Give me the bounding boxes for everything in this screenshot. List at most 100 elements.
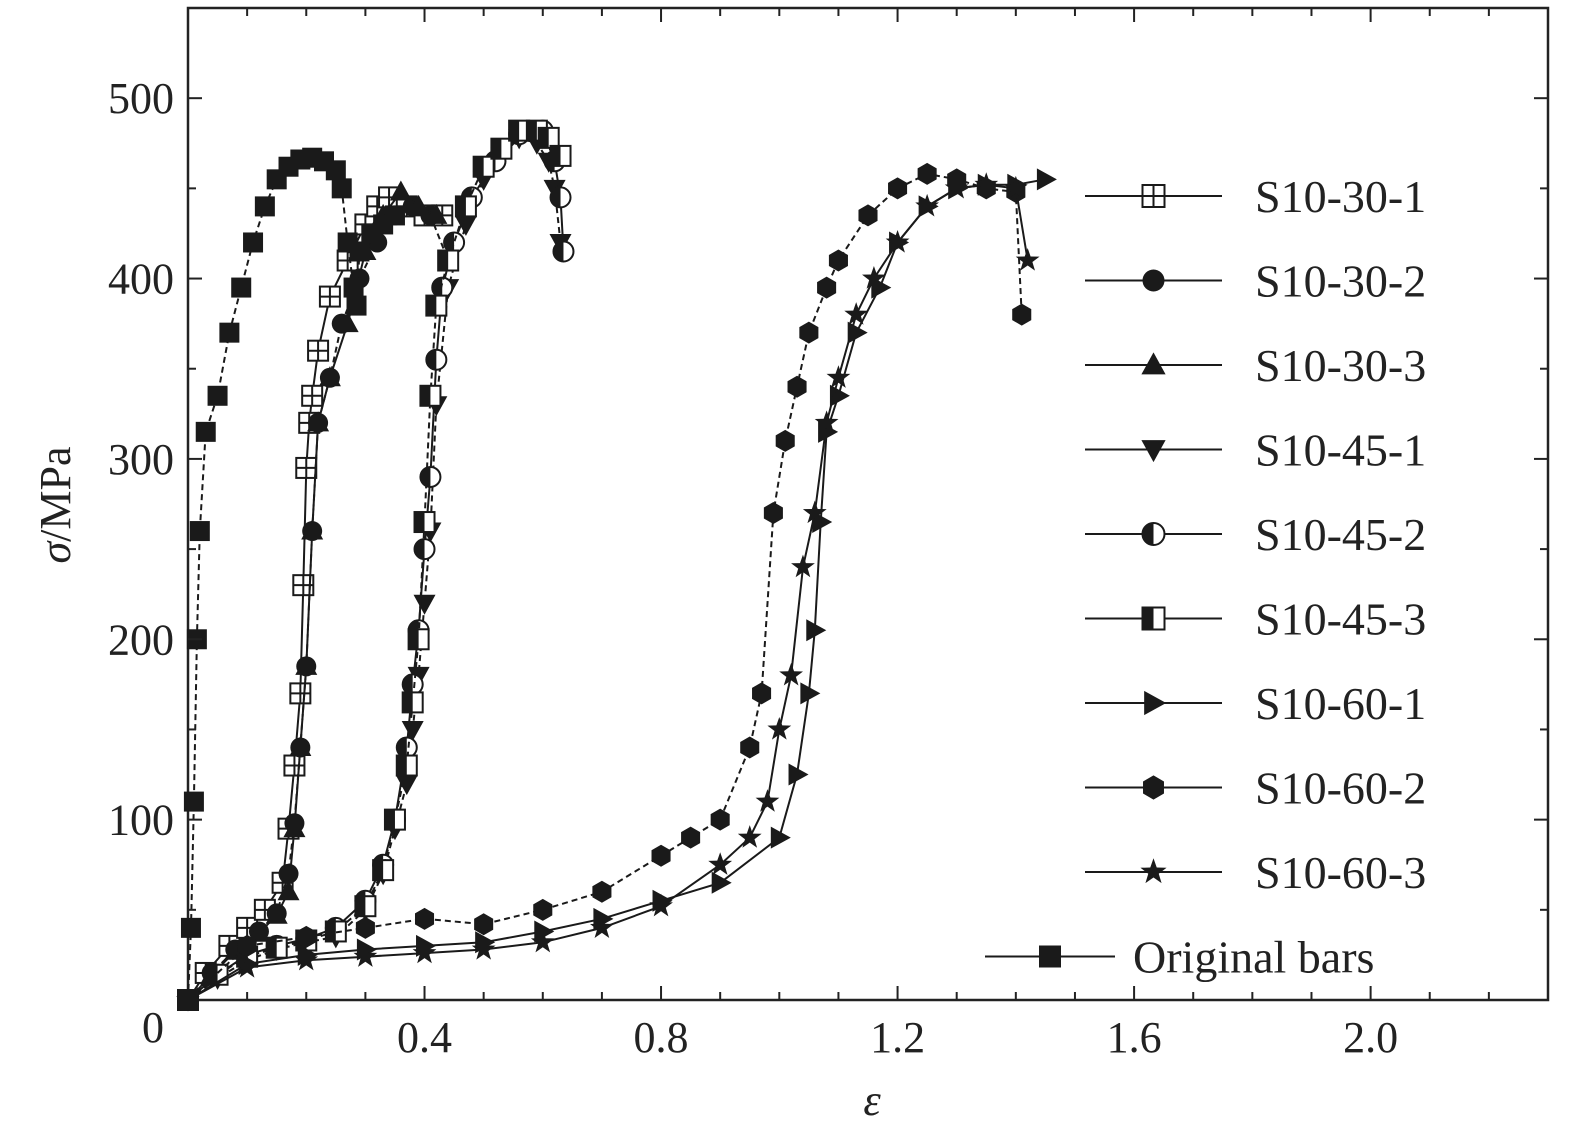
data-point bbox=[858, 204, 878, 227]
y-tick-label: 400 bbox=[108, 255, 174, 304]
data-point bbox=[817, 276, 837, 299]
data-point bbox=[490, 137, 513, 160]
data-point bbox=[372, 859, 395, 882]
data-point bbox=[862, 266, 886, 289]
data-point bbox=[395, 736, 418, 759]
data-point bbox=[944, 175, 969, 199]
data-point bbox=[788, 763, 809, 786]
legend-item: S10-45-3 bbox=[1085, 594, 1426, 645]
data-point bbox=[437, 249, 460, 272]
data-point bbox=[231, 277, 252, 298]
data-point bbox=[431, 276, 454, 299]
plot-border bbox=[186, 6, 1550, 1002]
data-point bbox=[336, 312, 359, 333]
data-point bbox=[292, 574, 315, 597]
data-point bbox=[534, 920, 555, 943]
data-point bbox=[289, 735, 312, 756]
y-tick-label: 200 bbox=[108, 615, 174, 664]
series-S10-30-1 bbox=[177, 186, 454, 1011]
data-point bbox=[740, 736, 760, 759]
data-point bbox=[346, 295, 367, 316]
data-point bbox=[278, 863, 299, 884]
origin-label: 0 bbox=[142, 1003, 164, 1052]
x-tick-label: 0.8 bbox=[634, 1013, 689, 1062]
data-point bbox=[708, 852, 733, 875]
data-point bbox=[425, 294, 448, 317]
data-point bbox=[763, 502, 783, 525]
data-point bbox=[395, 754, 418, 777]
legend-item: S10-45-1 bbox=[1085, 425, 1426, 476]
data-point bbox=[549, 186, 572, 209]
y-tick-label: 300 bbox=[108, 435, 174, 484]
data-point bbox=[590, 915, 614, 938]
data-point bbox=[247, 921, 270, 942]
legend-label: S10-45-1 bbox=[1255, 425, 1426, 476]
legend-label: S10-45-3 bbox=[1255, 594, 1426, 645]
data-point bbox=[318, 366, 341, 387]
data-point bbox=[296, 925, 316, 948]
legend-item: S10-60-3 bbox=[1085, 847, 1426, 898]
data-point bbox=[178, 990, 198, 1010]
data-point bbox=[343, 277, 364, 298]
data-point bbox=[301, 384, 324, 407]
y-tick-label: 100 bbox=[108, 796, 174, 845]
data-point bbox=[295, 456, 318, 479]
legend-marker bbox=[1141, 184, 1166, 208]
data-point bbox=[1015, 248, 1040, 271]
legend-marker bbox=[1141, 606, 1166, 631]
data-point bbox=[799, 321, 819, 344]
data-point bbox=[770, 826, 791, 849]
data-point bbox=[301, 519, 324, 540]
data-point bbox=[755, 789, 780, 812]
data-point bbox=[537, 126, 560, 149]
data-point bbox=[307, 339, 330, 362]
data-point bbox=[917, 162, 937, 185]
data-point bbox=[828, 249, 848, 272]
legend-marker bbox=[1141, 352, 1166, 375]
data-point bbox=[412, 940, 437, 964]
data-point bbox=[349, 241, 370, 262]
data-point bbox=[413, 594, 436, 615]
data-point bbox=[283, 754, 306, 777]
legend-marker bbox=[1140, 858, 1167, 884]
legend-label: S10-30-3 bbox=[1255, 340, 1426, 391]
data-point bbox=[407, 628, 430, 651]
x-tick-label: 2.0 bbox=[1343, 1013, 1398, 1062]
legend-label: S10-30-1 bbox=[1255, 171, 1426, 222]
data-point bbox=[254, 196, 275, 217]
data-point bbox=[318, 285, 341, 308]
series-Original bars bbox=[178, 147, 405, 1010]
series-layer bbox=[176, 119, 1057, 1012]
data-point bbox=[235, 955, 260, 978]
legend-marker bbox=[1141, 440, 1166, 463]
legend-marker bbox=[1039, 945, 1061, 968]
data-point bbox=[681, 826, 701, 849]
data-point bbox=[425, 348, 448, 371]
plot-frame bbox=[186, 6, 1550, 1002]
data-point bbox=[384, 205, 405, 226]
data-point bbox=[195, 421, 216, 442]
data-point bbox=[844, 302, 869, 325]
data-point bbox=[737, 825, 762, 848]
data-point bbox=[549, 144, 572, 167]
data-point bbox=[237, 934, 257, 957]
legend-marker bbox=[1141, 522, 1166, 546]
data-point bbox=[413, 511, 436, 534]
data-point bbox=[530, 929, 555, 953]
data-point bbox=[885, 229, 910, 253]
data-point bbox=[1003, 175, 1028, 199]
legend-marker bbox=[1144, 690, 1167, 716]
data-point bbox=[471, 936, 496, 960]
data-point bbox=[1036, 168, 1057, 191]
x-tick-label: 1.6 bbox=[1107, 1013, 1162, 1062]
data-point bbox=[219, 322, 240, 343]
data-point bbox=[265, 903, 288, 924]
data-point bbox=[710, 808, 730, 831]
data-point bbox=[472, 155, 495, 178]
data-point bbox=[355, 916, 375, 939]
legend-label: S10-45-2 bbox=[1255, 509, 1426, 560]
data-point bbox=[711, 871, 732, 894]
legend-item: S10-30-2 bbox=[1085, 256, 1426, 307]
legend-item: S10-30-1 bbox=[1085, 171, 1426, 222]
data-point bbox=[183, 791, 204, 812]
